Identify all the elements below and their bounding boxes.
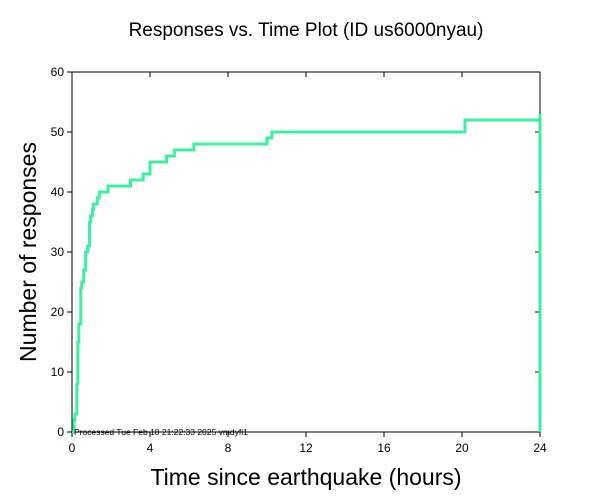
x-tick-label: 8	[225, 441, 232, 455]
y-tick-label: 40	[51, 185, 65, 199]
plot-frame	[71, 71, 541, 433]
y-tick-label: 0	[57, 425, 64, 439]
x-tick-label: 4	[147, 441, 154, 455]
x-tick-label: 20	[455, 441, 469, 455]
x-tick-label: 12	[299, 441, 313, 455]
y-tick-label: 50	[51, 125, 65, 139]
y-tick-label: 10	[51, 365, 65, 379]
x-tick-label: 24	[533, 441, 547, 455]
x-tick-label: 16	[377, 441, 391, 455]
x-axis-label: Time since earthquake (hours)	[150, 464, 461, 490]
y-axis-ticks: 0 10 20 30 40 50 60	[51, 65, 540, 439]
x-axis-ticks: 0 4 8 12 16 20 24	[69, 72, 547, 455]
x-tick-label: 0	[69, 441, 76, 455]
y-tick-label: 20	[51, 305, 65, 319]
y-tick-label: 30	[51, 245, 65, 259]
processed-note: Processed Tue Feb 18 21:22:33 2025 vmdyf…	[74, 427, 248, 437]
responses-step-line	[72, 114, 542, 434]
y-tick-label: 60	[51, 65, 65, 79]
y-axis-label: Number of responses	[15, 142, 41, 362]
chart-title: Responses vs. Time Plot (ID us6000nyau)	[129, 20, 484, 41]
